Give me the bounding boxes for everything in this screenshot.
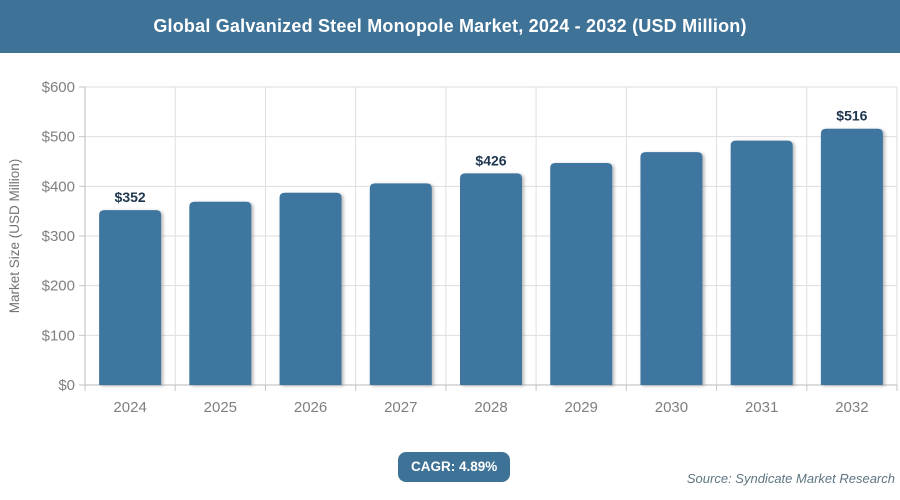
x-tick-label-2026: 2026 [294, 399, 327, 416]
bar-2027 [369, 183, 432, 385]
bar-2024 [99, 210, 162, 385]
y-tick-label: $400 [42, 178, 75, 195]
y-tick-label: $0 [58, 377, 75, 394]
y-axis-title: Market Size (USD Million) [7, 159, 22, 314]
bar-2029 [550, 162, 613, 385]
bar-chart: $0 $100 $200 $300 $400 $500 $600 $352 2024 2025 20… [7, 79, 898, 416]
x-tick-label-2031: 2031 [745, 399, 778, 416]
source-text: Source: Syndicate Market Research [686, 471, 895, 486]
bar-2030 [640, 152, 703, 385]
x-tick-label-2032: 2032 [835, 399, 868, 416]
cagr-badge: CAGR: 4.89% [398, 452, 511, 482]
value-label-2024: $352 [115, 189, 146, 205]
x-tick-label-2024: 2024 [113, 399, 146, 416]
bar-2028 [460, 173, 522, 385]
y-tick-label: $200 [42, 278, 75, 295]
bar-2026 [279, 192, 342, 385]
bar-2025 [189, 201, 252, 385]
value-label-2032: $516 [836, 108, 867, 124]
y-tick-label: $100 [42, 327, 75, 344]
x-tick-label-2027: 2027 [384, 399, 417, 416]
y-tick-label: $300 [42, 228, 75, 245]
chart-title-bar: Global Galvanized Steel Monopole Market,… [0, 0, 900, 53]
y-tick-label: $500 [42, 129, 75, 146]
x-tick-label-2029: 2029 [565, 399, 598, 416]
x-tick-label-2030: 2030 [655, 399, 688, 416]
chart-title: Global Galvanized Steel Monopole Market,… [153, 16, 747, 36]
bar-2031 [730, 140, 793, 385]
x-tick-label-2025: 2025 [204, 399, 237, 416]
y-tick-label: $600 [42, 79, 75, 96]
value-label-2028: $426 [475, 152, 506, 168]
chart-area: $0 $100 $200 $300 $400 $500 $600 $352 2024 2025 20… [0, 53, 900, 418]
bar-2032 [820, 128, 883, 385]
x-tick-label-2028: 2028 [474, 399, 507, 416]
